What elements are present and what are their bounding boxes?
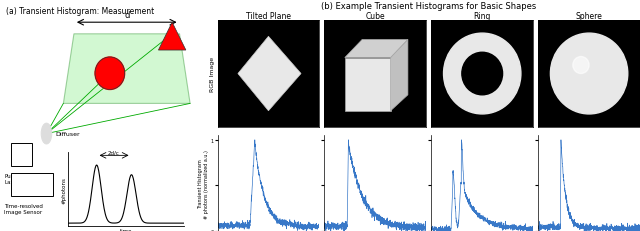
Text: Pulsed
Laser: Pulsed Laser <box>4 173 22 184</box>
Title: Sphere: Sphere <box>575 12 602 21</box>
Title: Tilted Plane: Tilted Plane <box>246 12 291 21</box>
Title: Cube: Cube <box>365 12 385 21</box>
Y-axis label: Transient Histogram
# photons (normalized a.u.): Transient Histogram # photons (normalize… <box>198 149 209 218</box>
Polygon shape <box>345 58 390 111</box>
Circle shape <box>95 58 125 90</box>
Ellipse shape <box>41 124 52 144</box>
Text: Time-resolved
Image Sensor: Time-resolved Image Sensor <box>4 203 43 214</box>
Polygon shape <box>11 143 32 166</box>
Circle shape <box>550 34 628 114</box>
Ellipse shape <box>16 151 26 158</box>
Text: (b) Example Transient Histograms for Basic Shapes: (b) Example Transient Histograms for Bas… <box>321 2 536 11</box>
Circle shape <box>462 53 502 95</box>
Text: (a) Transient Histogram: Measurement: (a) Transient Histogram: Measurement <box>6 7 155 16</box>
Polygon shape <box>11 173 53 196</box>
Polygon shape <box>159 23 186 51</box>
Polygon shape <box>345 40 408 58</box>
Title: Ring: Ring <box>474 12 491 21</box>
Text: d: d <box>124 11 129 20</box>
Text: Diffuser: Diffuser <box>55 131 79 137</box>
Y-axis label: RGB Image: RGB Image <box>210 57 215 92</box>
Polygon shape <box>238 37 301 111</box>
Circle shape <box>444 34 521 114</box>
Circle shape <box>573 57 589 74</box>
Polygon shape <box>390 40 408 111</box>
Polygon shape <box>63 35 190 104</box>
